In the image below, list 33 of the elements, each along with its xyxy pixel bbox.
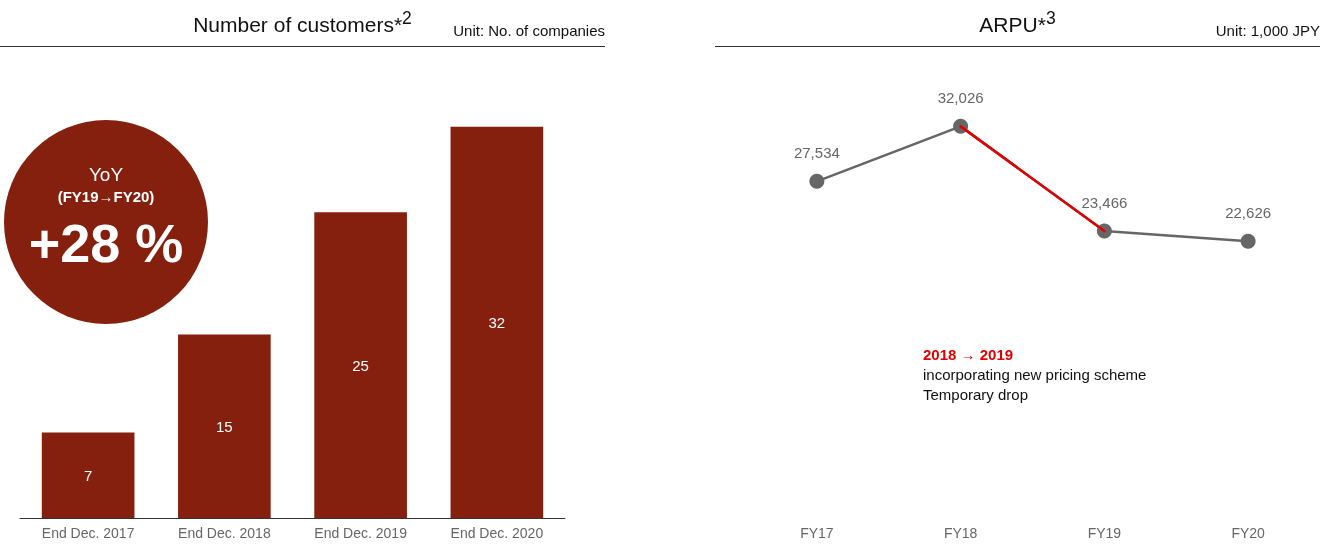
x-tick-label: FY18 — [943, 525, 978, 541]
x-tick-label: FY17 — [800, 525, 834, 541]
x-tick-label: FY20 — [1231, 525, 1266, 541]
chart-subtitle: Unit: No. of companies — [453, 22, 605, 39]
text: Temporary drop — [923, 385, 1030, 405]
x-tick-label: End Dec. 2020 — [450, 525, 544, 541]
bar — [178, 334, 271, 518]
data-label: 15 — [216, 417, 233, 435]
chart-title: ARPU*$^{3}$ — [979, 8, 1056, 36]
bar — [450, 126, 544, 518]
chart-subtitle: Unit: 1,000 JPY — [1215, 22, 1320, 39]
point — [809, 173, 825, 189]
chart-title: Number of customers*$^{2}$ — [193, 8, 412, 36]
point — [1240, 233, 1256, 249]
annotation: (FY19→FY20) — [56, 188, 156, 205]
x-tick-label: FY19 — [1087, 525, 1122, 541]
circle-badge: YoY (FY19→FY20) +28 % — [4, 120, 208, 324]
data-label: 7 — [83, 466, 93, 484]
data-label: 27,534 — [793, 143, 840, 161]
text: incorporating new pricing scheme — [923, 365, 1147, 385]
data-label: 22,626 — [1225, 203, 1272, 221]
data-label: 25 — [352, 356, 369, 374]
annotation: +28 % — [27, 212, 185, 274]
data-label: 23,466 — [1081, 193, 1128, 211]
x-tick-label: End Dec. 2018 — [178, 525, 271, 541]
text: 2018 → 2019 — [923, 345, 1015, 365]
data-label: 32 — [488, 313, 506, 331]
bar — [41, 432, 135, 518]
x-tick-label: End Dec. 2019 — [314, 525, 408, 541]
bar — [314, 212, 407, 518]
data-label: 32,026 — [937, 88, 984, 106]
annotation: YoY — [87, 164, 125, 186]
x-tick-label: End Dec. 2017 — [41, 525, 135, 541]
